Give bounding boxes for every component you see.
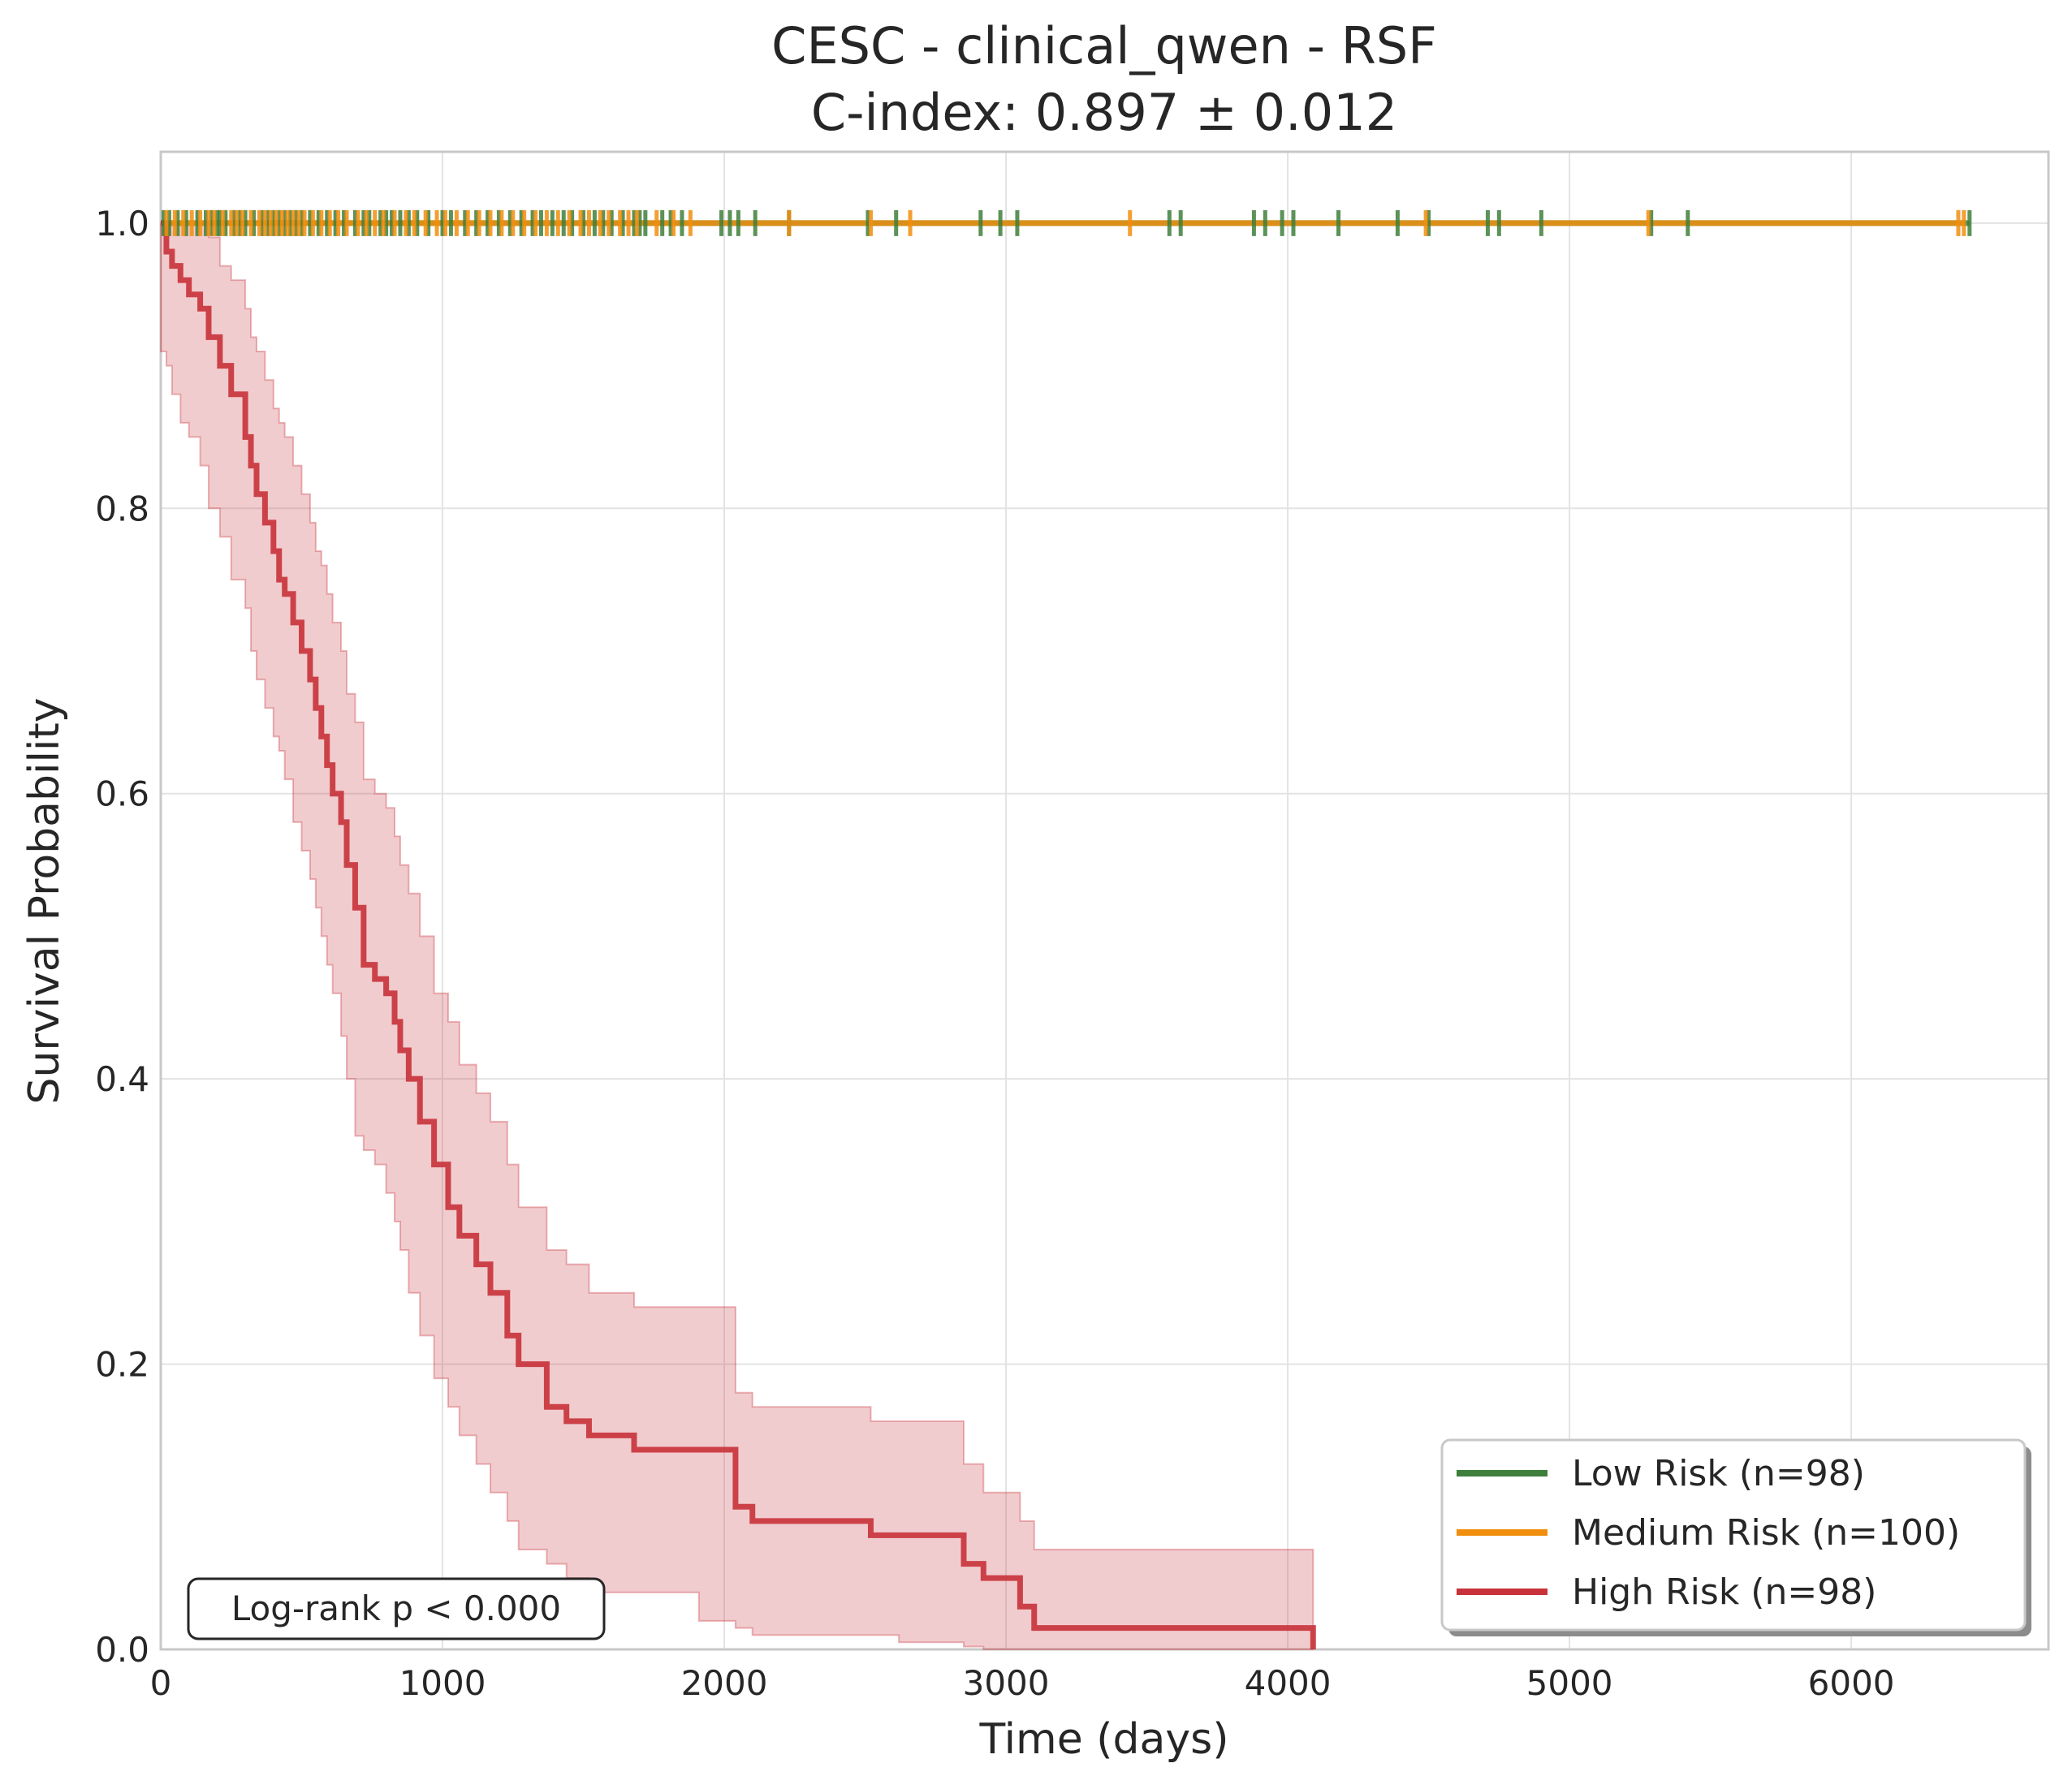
- x-tick-label: 3000: [963, 1663, 1050, 1703]
- y-tick-label: 0.0: [95, 1630, 149, 1670]
- censor-marks: [161, 209, 1972, 236]
- y-tick-label: 0.2: [95, 1345, 149, 1385]
- survival-curves: [161, 220, 1970, 1649]
- x-tick-label: 6000: [1808, 1663, 1895, 1703]
- y-tick-label: 0.6: [95, 774, 149, 814]
- x-tick-label: 0: [150, 1663, 172, 1703]
- x-tick-label: 4000: [1245, 1663, 1332, 1703]
- logrank-annotation: Log-rank p < 0.000: [187, 1577, 606, 1640]
- chart-title-line2: C-index: 0.897 ± 0.012: [811, 83, 1397, 142]
- chart-title-line1: CESC - clinical_qwen - RSF: [771, 16, 1437, 75]
- x-tick-label: 2000: [681, 1663, 768, 1703]
- survival-curve-high: [161, 220, 1316, 1649]
- confidence-bands: [160, 222, 1314, 1650]
- legend-label-high: High Risk (n=98): [1572, 1571, 1876, 1613]
- x-axis-label: Time (days): [978, 1715, 1228, 1764]
- plot-area-frame: [159, 150, 2050, 1651]
- x-tick-label: 1000: [399, 1663, 486, 1703]
- y-tick-label: 0.8: [95, 489, 149, 528]
- x-axis-ticks: 0 1000 2000 3000 4000 5000 6000: [150, 1663, 1895, 1703]
- x-tick-label: 5000: [1526, 1663, 1613, 1703]
- legend-box: [1440, 1438, 2027, 1632]
- y-axis-label: Survival Probability: [20, 697, 69, 1104]
- legend-label-low: Low Risk (n=98): [1572, 1453, 1865, 1494]
- y-tick-label: 0.4: [95, 1059, 149, 1099]
- y-tick-label: 1.0: [95, 204, 149, 244]
- legend-label-medium: Medium Risk (n=100): [1572, 1512, 1960, 1554]
- ci-band-high: [160, 222, 1314, 1650]
- annotation-box: [187, 1577, 606, 1640]
- annotation-text: Log-rank p < 0.000: [231, 1589, 561, 1628]
- y-axis-ticks: 0.0 0.2 0.4 0.6 0.8 1.0: [95, 204, 149, 1670]
- legend: Low Risk (n=98) Medium Risk (n=100) High…: [1440, 1438, 2031, 1636]
